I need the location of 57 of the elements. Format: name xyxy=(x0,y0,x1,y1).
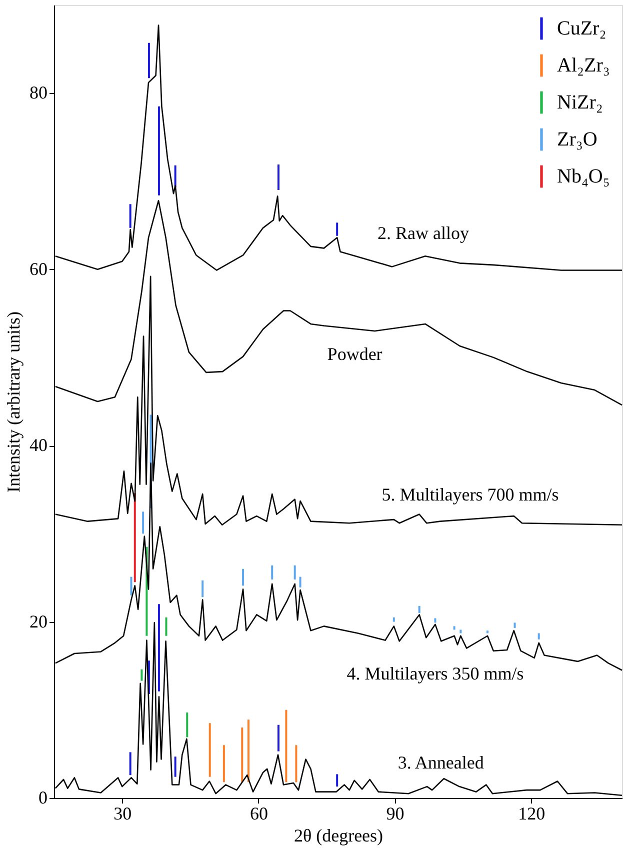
x-axis-title: 2θ (degrees) xyxy=(294,826,384,846)
y-axis-title: Intensity (arbitrary units) xyxy=(4,312,24,492)
bar xyxy=(142,512,144,534)
bar xyxy=(514,622,516,628)
series-label: Powder xyxy=(327,344,382,364)
bar xyxy=(336,222,338,236)
bar xyxy=(129,752,132,776)
bar xyxy=(336,774,338,787)
bar xyxy=(242,568,244,586)
y-tick-label: 20 xyxy=(30,611,48,632)
x-tick-label: 30 xyxy=(114,804,132,824)
y-tick-label: 0 xyxy=(38,788,48,808)
bar xyxy=(158,106,160,196)
bar xyxy=(174,165,176,188)
series-label: 4. Multilayers 350 mm/s xyxy=(346,663,524,684)
x-tick-label: 90 xyxy=(386,804,404,824)
bar xyxy=(241,728,244,782)
bar xyxy=(277,724,280,752)
x-tick-label: 120 xyxy=(518,804,546,824)
bar xyxy=(285,710,288,782)
series-label: 2. Raw alloy xyxy=(377,223,469,244)
x-tick-label: 60 xyxy=(250,804,268,824)
bar xyxy=(140,669,143,681)
legend-label: CuZr₂ xyxy=(557,18,606,40)
bar xyxy=(418,606,420,613)
bar xyxy=(165,617,168,636)
bar xyxy=(277,164,280,190)
y-tick-label: 80 xyxy=(30,82,48,103)
bar xyxy=(148,42,150,78)
bar xyxy=(294,565,296,580)
bar xyxy=(486,630,488,634)
bar xyxy=(134,493,136,582)
bar xyxy=(460,630,462,634)
bar xyxy=(186,712,188,738)
bar xyxy=(299,576,302,588)
bar xyxy=(453,626,456,630)
legend-label: Nb₄O₅ xyxy=(557,166,610,188)
series-label: 3. Annealed xyxy=(398,752,484,773)
series-label: 5. Multilayers 700 mm/s xyxy=(382,484,559,504)
legend-label: Al₂Zr₃ xyxy=(557,54,610,76)
bar xyxy=(158,604,160,692)
bar xyxy=(392,617,395,622)
bar xyxy=(129,204,132,228)
bar xyxy=(222,745,225,782)
bar xyxy=(271,565,274,580)
legend-label: NiZr₂ xyxy=(557,92,603,114)
bar xyxy=(174,756,176,777)
legend-label: Zr₃O xyxy=(557,128,598,150)
bar xyxy=(434,618,436,623)
bar xyxy=(538,633,540,640)
bar xyxy=(247,720,250,782)
y-tick-label: 60 xyxy=(30,258,48,279)
bar xyxy=(208,723,211,777)
bar xyxy=(295,745,298,782)
bar xyxy=(202,580,204,598)
y-tick-label: 40 xyxy=(30,435,48,456)
bar xyxy=(130,576,132,596)
